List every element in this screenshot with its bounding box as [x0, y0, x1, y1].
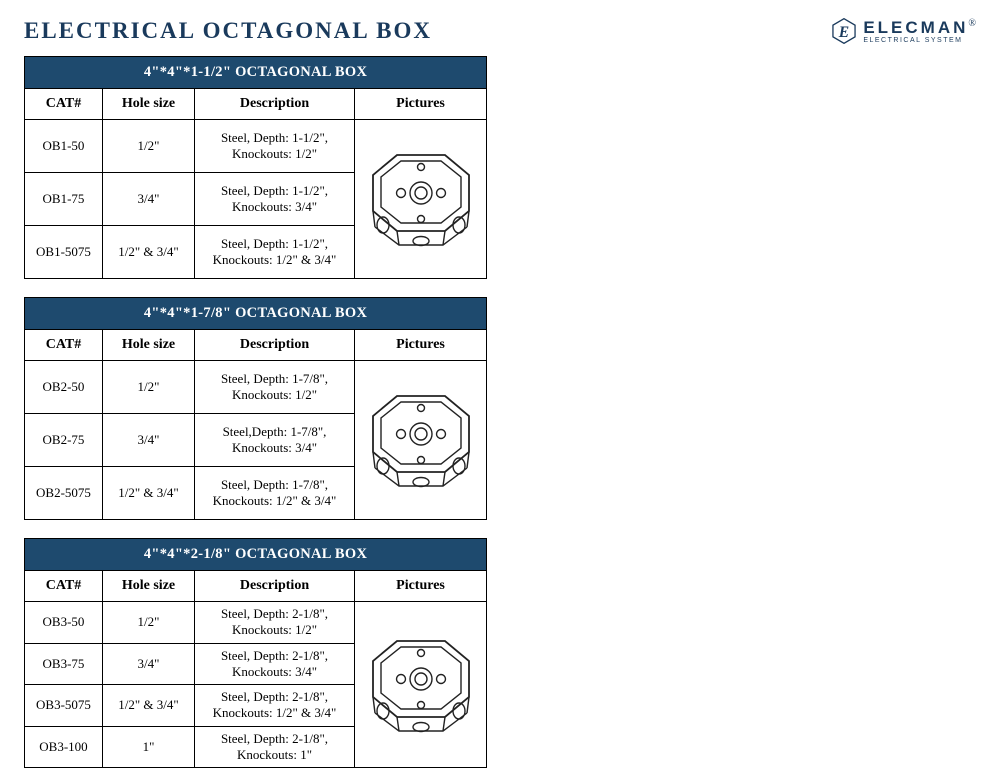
cell-hole: 3/4"	[103, 643, 195, 685]
cell-desc: Steel, Depth: 1-1/2",Knockouts: 3/4"	[195, 173, 355, 226]
brand-logon-icon: E	[831, 18, 857, 44]
table-ob3: 4"*4"*2-1/8" OCTAGONAL BOX CAT# Hole siz…	[24, 538, 487, 768]
cell-picture	[355, 120, 487, 279]
cell-hole: 1"	[103, 726, 195, 768]
col-header-pic: Pictures	[355, 89, 487, 120]
cell-desc: Steel, Depth: 1-1/2",Knockouts: 1/2"	[195, 120, 355, 173]
cell-hole: 3/4"	[103, 173, 195, 226]
brand-tagline: ELECTRICAL SYSTEM	[863, 37, 976, 44]
col-header-cat: CAT#	[25, 330, 103, 361]
cell-desc: Steel, Depth: 1-7/8",Knockouts: 1/2"	[195, 361, 355, 414]
col-header-desc: Description	[195, 330, 355, 361]
cell-cat: OB3-50	[25, 602, 103, 644]
cell-hole: 1/2"	[103, 361, 195, 414]
table-caption: 4"*4"*2-1/8" OCTAGONAL BOX	[25, 539, 487, 571]
cell-hole: 1/2"	[103, 120, 195, 173]
cell-cat: OB2-5075	[25, 467, 103, 520]
col-header-pic: Pictures	[355, 330, 487, 361]
cell-desc: Steel, Depth: 2-1/8",Knockouts: 1/2" & 3…	[195, 685, 355, 727]
svg-text:E: E	[838, 24, 849, 41]
table-row: OB3-50 1/2" Steel, Depth: 2-1/8",Knockou…	[25, 602, 487, 644]
tables-grid: 4"*4"*1-1/2" OCTAGONAL BOX CAT# Hole siz…	[24, 56, 976, 768]
cell-hole: 1/2" & 3/4"	[103, 467, 195, 520]
table-ob1: 4"*4"*1-1/2" OCTAGONAL BOX CAT# Hole siz…	[24, 56, 487, 279]
col-header-hole: Hole size	[103, 89, 195, 120]
cell-desc: Steel, Depth: 2-1/8",Knockouts: 1"	[195, 726, 355, 768]
page-title: ELECTRICAL OCTAGONAL BOX	[24, 18, 432, 44]
table-ob2: 4"*4"*1-7/8" OCTAGONAL BOX CAT# Hole siz…	[24, 297, 487, 520]
cell-desc: Steel, Depth: 2-1/8",Knockouts: 3/4"	[195, 643, 355, 685]
cell-hole: 1/2"	[103, 602, 195, 644]
octagonal-box-icon	[361, 610, 481, 760]
cell-picture	[355, 361, 487, 520]
registered-mark: ®	[968, 18, 976, 29]
cell-desc: Steel,Depth: 1-7/8",Knockouts: 3/4"	[195, 414, 355, 467]
cell-cat: OB1-75	[25, 173, 103, 226]
cell-cat: OB2-50	[25, 361, 103, 414]
cell-hole: 1/2" & 3/4"	[103, 226, 195, 279]
col-header-desc: Description	[195, 571, 355, 602]
cell-cat: OB1-50	[25, 120, 103, 173]
col-header-cat: CAT#	[25, 89, 103, 120]
brand-name: ELECMAN	[863, 18, 968, 37]
cell-desc: Steel, Depth: 1-1/2",Knockouts: 1/2" & 3…	[195, 226, 355, 279]
table-row: OB1-50 1/2" Steel, Depth: 1-1/2",Knockou…	[25, 120, 487, 173]
cell-desc: Steel, Depth: 1-7/8",Knockouts: 1/2" & 3…	[195, 467, 355, 520]
cell-cat: OB3-100	[25, 726, 103, 768]
cell-hole: 3/4"	[103, 414, 195, 467]
col-header-hole: Hole size	[103, 330, 195, 361]
col-header-pic: Pictures	[355, 571, 487, 602]
cell-cat: OB2-75	[25, 414, 103, 467]
table-caption: 4"*4"*1-7/8" OCTAGONAL BOX	[25, 298, 487, 330]
octagonal-box-icon	[361, 365, 481, 515]
col-header-desc: Description	[195, 89, 355, 120]
cell-cat: OB3-5075	[25, 685, 103, 727]
cell-picture	[355, 602, 487, 768]
brand-logo: E ELECMAN® ELECTRICAL SYSTEM	[831, 18, 976, 44]
cell-desc: Steel, Depth: 2-1/8",Knockouts: 1/2"	[195, 602, 355, 644]
table-row: OB2-50 1/2" Steel, Depth: 1-7/8",Knockou…	[25, 361, 487, 414]
cell-cat: OB1-5075	[25, 226, 103, 279]
cell-hole: 1/2" & 3/4"	[103, 685, 195, 727]
octagonal-box-icon	[361, 124, 481, 274]
cell-cat: OB3-75	[25, 643, 103, 685]
col-header-cat: CAT#	[25, 571, 103, 602]
col-header-hole: Hole size	[103, 571, 195, 602]
table-caption: 4"*4"*1-1/2" OCTAGONAL BOX	[25, 57, 487, 89]
